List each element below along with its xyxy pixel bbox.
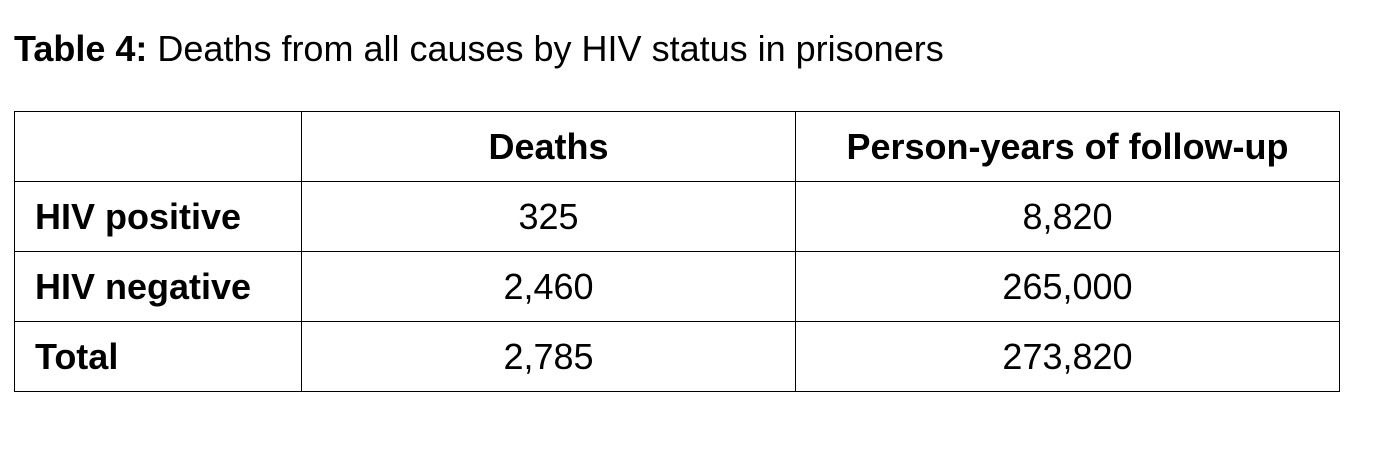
cell-person-years: 8,820: [795, 181, 1340, 252]
header-deaths: Deaths: [301, 111, 796, 182]
table-caption-text: Deaths from all causes by HIV status in …: [147, 28, 944, 69]
table-caption: Table 4: Deaths from all causes by HIV s…: [14, 24, 944, 74]
cell-deaths: 325: [301, 181, 796, 252]
header-empty-cell: [14, 111, 302, 182]
cell-person-years: 273,820: [795, 321, 1340, 392]
cell-deaths: 2,785: [301, 321, 796, 392]
deaths-table: Deaths Person-years of follow-up HIV pos…: [14, 111, 1340, 392]
table-row: HIV positive 325 8,820: [14, 181, 1340, 252]
row-label-hiv-positive: HIV positive: [14, 181, 302, 252]
row-label-total: Total: [14, 321, 302, 392]
header-person-years: Person-years of follow-up: [795, 111, 1340, 182]
table-row: Total 2,785 273,820: [14, 321, 1340, 392]
table-caption-label: Table 4:: [14, 28, 148, 69]
cell-deaths: 2,460: [301, 251, 796, 322]
cell-person-years: 265,000: [795, 251, 1340, 322]
table-row: HIV negative 2,460 265,000: [14, 251, 1340, 322]
row-label-hiv-negative: HIV negative: [14, 251, 302, 322]
table-header-row: Deaths Person-years of follow-up: [14, 111, 1340, 182]
